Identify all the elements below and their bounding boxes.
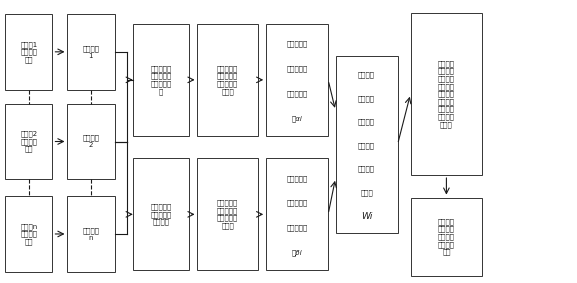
Text: 定义两两模
糊化值之间
距离与支持
度: 定义两两模 糊化值之间 距离与支持 度 <box>151 65 171 95</box>
Text: 检测点2
温度传感
器值: 检测点2 温度传感 器值 <box>20 130 38 153</box>
Text: 重βi: 重βi <box>292 250 302 256</box>
Text: 感器融合权: 感器融合权 <box>287 225 308 231</box>
Text: 求得不同检: 求得不同检 <box>287 175 308 182</box>
Text: 测点温度传: 测点温度传 <box>287 65 308 72</box>
Text: 定义两两模
糊化值的灰
色关联度: 定义两两模 糊化值的灰 色关联度 <box>151 203 171 225</box>
Text: 检测点温: 检测点温 <box>358 119 375 125</box>
Bar <box>410 13 482 175</box>
Bar <box>410 198 482 276</box>
Text: Wi: Wi <box>361 212 372 220</box>
Bar <box>197 158 258 270</box>
Bar <box>5 196 53 272</box>
Bar <box>266 24 328 136</box>
Text: 线性组合: 线性组合 <box>358 72 375 78</box>
Bar <box>68 196 114 272</box>
Bar <box>68 14 114 90</box>
Bar <box>5 14 53 90</box>
Bar <box>336 56 398 233</box>
Text: 猪舍环境
多点温度
传感器温
度值的融
合值: 猪舍环境 多点温度 传感器温 度值的融 合值 <box>438 218 455 255</box>
Text: 求得不同检: 求得不同检 <box>287 40 308 47</box>
Bar <box>197 24 258 136</box>
Text: 得到不同: 得到不同 <box>358 95 375 102</box>
Text: 构建温度传
感器检测值
间灰色关联
度矩阵: 构建温度传 感器检测值 间灰色关联 度矩阵 <box>217 200 238 229</box>
Bar <box>5 104 53 179</box>
Bar <box>133 158 189 270</box>
Text: 检测点1
温度传感
器值: 检测点1 温度传感 器值 <box>20 41 38 63</box>
Text: 合权重: 合权重 <box>360 189 373 196</box>
Bar <box>68 104 114 179</box>
Text: 融合的组: 融合的组 <box>358 166 375 172</box>
Text: 模糊化值
2: 模糊化值 2 <box>83 135 99 148</box>
Text: 模糊化值
n: 模糊化值 n <box>83 227 99 241</box>
Text: 度传感器: 度传感器 <box>358 142 375 149</box>
Text: 每个检测
点温度传
感器值与
其组合权
重的积相
加得到的
和为整个
猪舍环境
温度值: 每个检测 点温度传 感器值与 其组合权 重的积相 加得到的 和为整个 猪舍环境 … <box>438 60 455 128</box>
Text: 感器融合权: 感器融合权 <box>287 90 308 97</box>
Text: 构建温度传
感器检测值
间模糊支持
度矩阵: 构建温度传 感器检测值 间模糊支持 度矩阵 <box>217 65 238 95</box>
Text: 重αi: 重αi <box>292 115 302 122</box>
Text: 模糊化值
1: 模糊化值 1 <box>83 45 99 59</box>
Text: 测点温度传: 测点温度传 <box>287 200 308 207</box>
Bar <box>133 24 189 136</box>
Text: 检测点n
温度传感
器值: 检测点n 温度传感 器值 <box>20 223 38 245</box>
Bar <box>266 158 328 270</box>
